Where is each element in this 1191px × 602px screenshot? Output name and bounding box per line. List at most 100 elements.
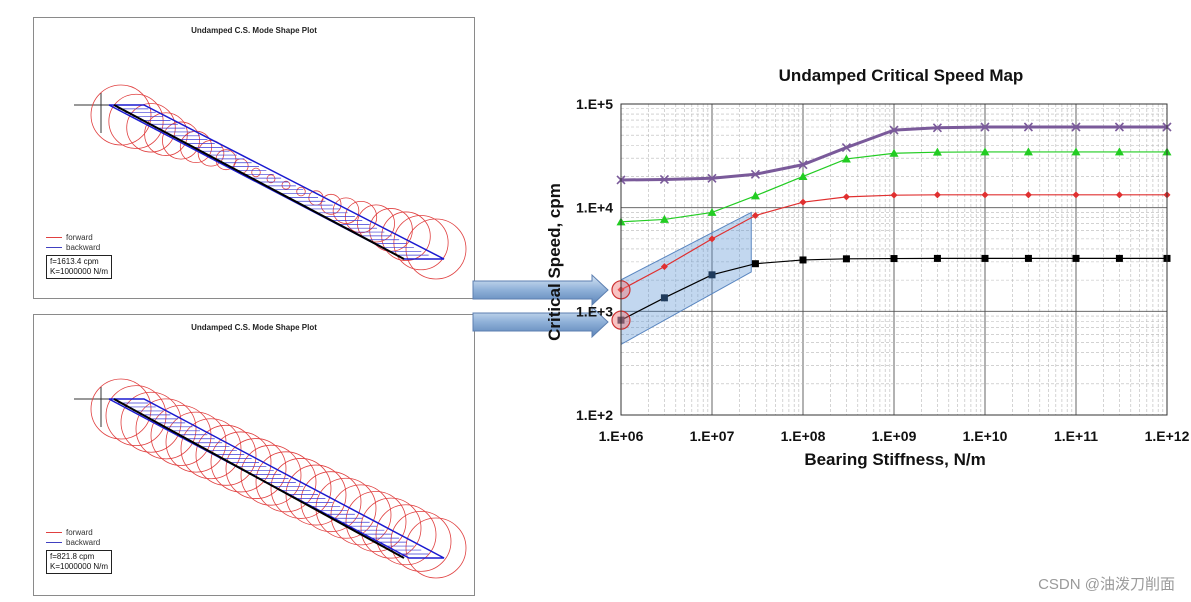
mode-shape-panel-bottom: Undamped C.S. Mode Shape Plot forward ba… (33, 314, 475, 596)
orbit-circle (225, 438, 287, 499)
orbit-circle (281, 180, 291, 190)
orbit-circle (344, 200, 378, 234)
legend-line-icon (46, 531, 62, 533)
orbit-circle (210, 431, 272, 493)
data-point (1072, 191, 1080, 199)
orbit-circle (197, 140, 225, 167)
orbit-circle (285, 464, 347, 526)
y-tick-label: 1.E+2 (576, 407, 613, 423)
critical-speed-map-chart: Undamped Critical Speed Map 1.E+06 1.E+07… (545, 66, 1190, 469)
orbit-circle (266, 174, 276, 184)
data-point-stroke (1023, 122, 1033, 132)
data-point (889, 148, 899, 157)
orbit-circle (251, 167, 261, 178)
data-point (708, 271, 716, 279)
data-point (751, 212, 759, 220)
data-point (660, 294, 668, 302)
data-point (842, 255, 850, 263)
orbit-circle (162, 121, 200, 160)
legend-entry-backward: backward (46, 537, 100, 547)
data-point (707, 173, 717, 183)
arrow-to-mode2-icon (472, 273, 609, 307)
orbit-circle (90, 378, 152, 440)
y-tick-label: 1.E+4 (576, 200, 613, 216)
orbit-circle (165, 411, 227, 473)
orbit-circle (320, 193, 342, 215)
orbit-circle (390, 510, 452, 572)
data-point-stroke (798, 160, 808, 170)
data-point-stroke (707, 173, 717, 183)
orbit-circle (150, 405, 212, 466)
data-point (980, 122, 990, 132)
data-point (890, 255, 898, 263)
x-tick-label: 1.E+06 (599, 428, 644, 444)
legend-entry-backward: backward (46, 242, 100, 252)
data-point (708, 235, 716, 243)
x-tick-label: 1.E+09 (872, 428, 917, 444)
data-point (841, 154, 851, 163)
data-point-stroke (659, 174, 669, 185)
data-point (659, 214, 669, 223)
data-point (1115, 191, 1123, 199)
orbit-circle (108, 93, 164, 149)
highlight-region (620, 211, 752, 346)
panel-title: Undamped C.S. Mode Shape Plot (191, 323, 317, 332)
x-tick-label: 1.E+08 (781, 428, 826, 444)
stiffness-label: K=1000000 N/m (50, 562, 109, 571)
data-point (890, 191, 898, 199)
data-point (1024, 254, 1032, 262)
x-tick-label: 1.E+10 (963, 428, 1008, 444)
orbit-circle (296, 186, 306, 197)
mode-info-box: f=1613.4 cpm K=1000000 N/m (46, 255, 113, 279)
shaft-centerline (113, 104, 405, 260)
data-point (1072, 254, 1080, 262)
orbit-circle (330, 484, 392, 546)
data-point-stroke (1071, 122, 1081, 132)
orbit-circle (180, 418, 242, 480)
data-point (750, 169, 760, 179)
stiffness-label: K=1000000 N/m (50, 267, 109, 276)
orbit-circle (300, 471, 362, 533)
data-point (751, 260, 759, 268)
data-point (981, 254, 989, 262)
data-point (932, 147, 942, 156)
mode-shape-drawing (74, 378, 467, 579)
legend: forward backward (46, 527, 100, 547)
highlight-parallelogram (620, 211, 752, 346)
data-point-stroke (750, 169, 760, 179)
panel-title: Undamped C.S. Mode Shape Plot (191, 26, 317, 35)
data-point (798, 171, 808, 180)
data-point (1115, 254, 1123, 262)
y-tick-label: 1.E+5 (576, 96, 613, 112)
data-point (842, 193, 850, 201)
orbit-circle (345, 491, 407, 552)
data-point (799, 198, 807, 206)
orbit-circle (393, 215, 449, 271)
orbit-circle (332, 197, 360, 224)
chart-axes: 1.E+06 1.E+07 1.E+08 1.E+09 1.E+10 1.E+11 1.E+… (576, 96, 1190, 444)
legend-entry-forward: forward (46, 527, 100, 537)
data-point (932, 123, 942, 133)
data-point (933, 191, 941, 199)
data-point (1023, 122, 1033, 132)
data-point-stroke (889, 125, 899, 135)
plot-frame (620, 103, 1168, 416)
data-point-stroke (1114, 122, 1124, 132)
data-point (798, 160, 808, 170)
orbit-circle (375, 504, 437, 566)
data-point (981, 191, 989, 199)
data-point (841, 142, 851, 153)
legend-line-icon (46, 246, 62, 248)
data-point (659, 174, 669, 185)
data-point (1114, 122, 1124, 132)
mode-info-box: f=821.8 cpm K=1000000 N/m (46, 550, 113, 574)
connector-arrows (472, 273, 609, 339)
data-point-stroke (932, 123, 942, 133)
data-point-stroke (841, 142, 851, 153)
data-point (889, 125, 899, 135)
data-point-stroke (980, 122, 990, 132)
orbit-circle (360, 497, 422, 559)
frequency-label: f=821.8 cpm (50, 552, 95, 561)
data-point (707, 207, 717, 216)
chart-grid (620, 104, 1167, 416)
